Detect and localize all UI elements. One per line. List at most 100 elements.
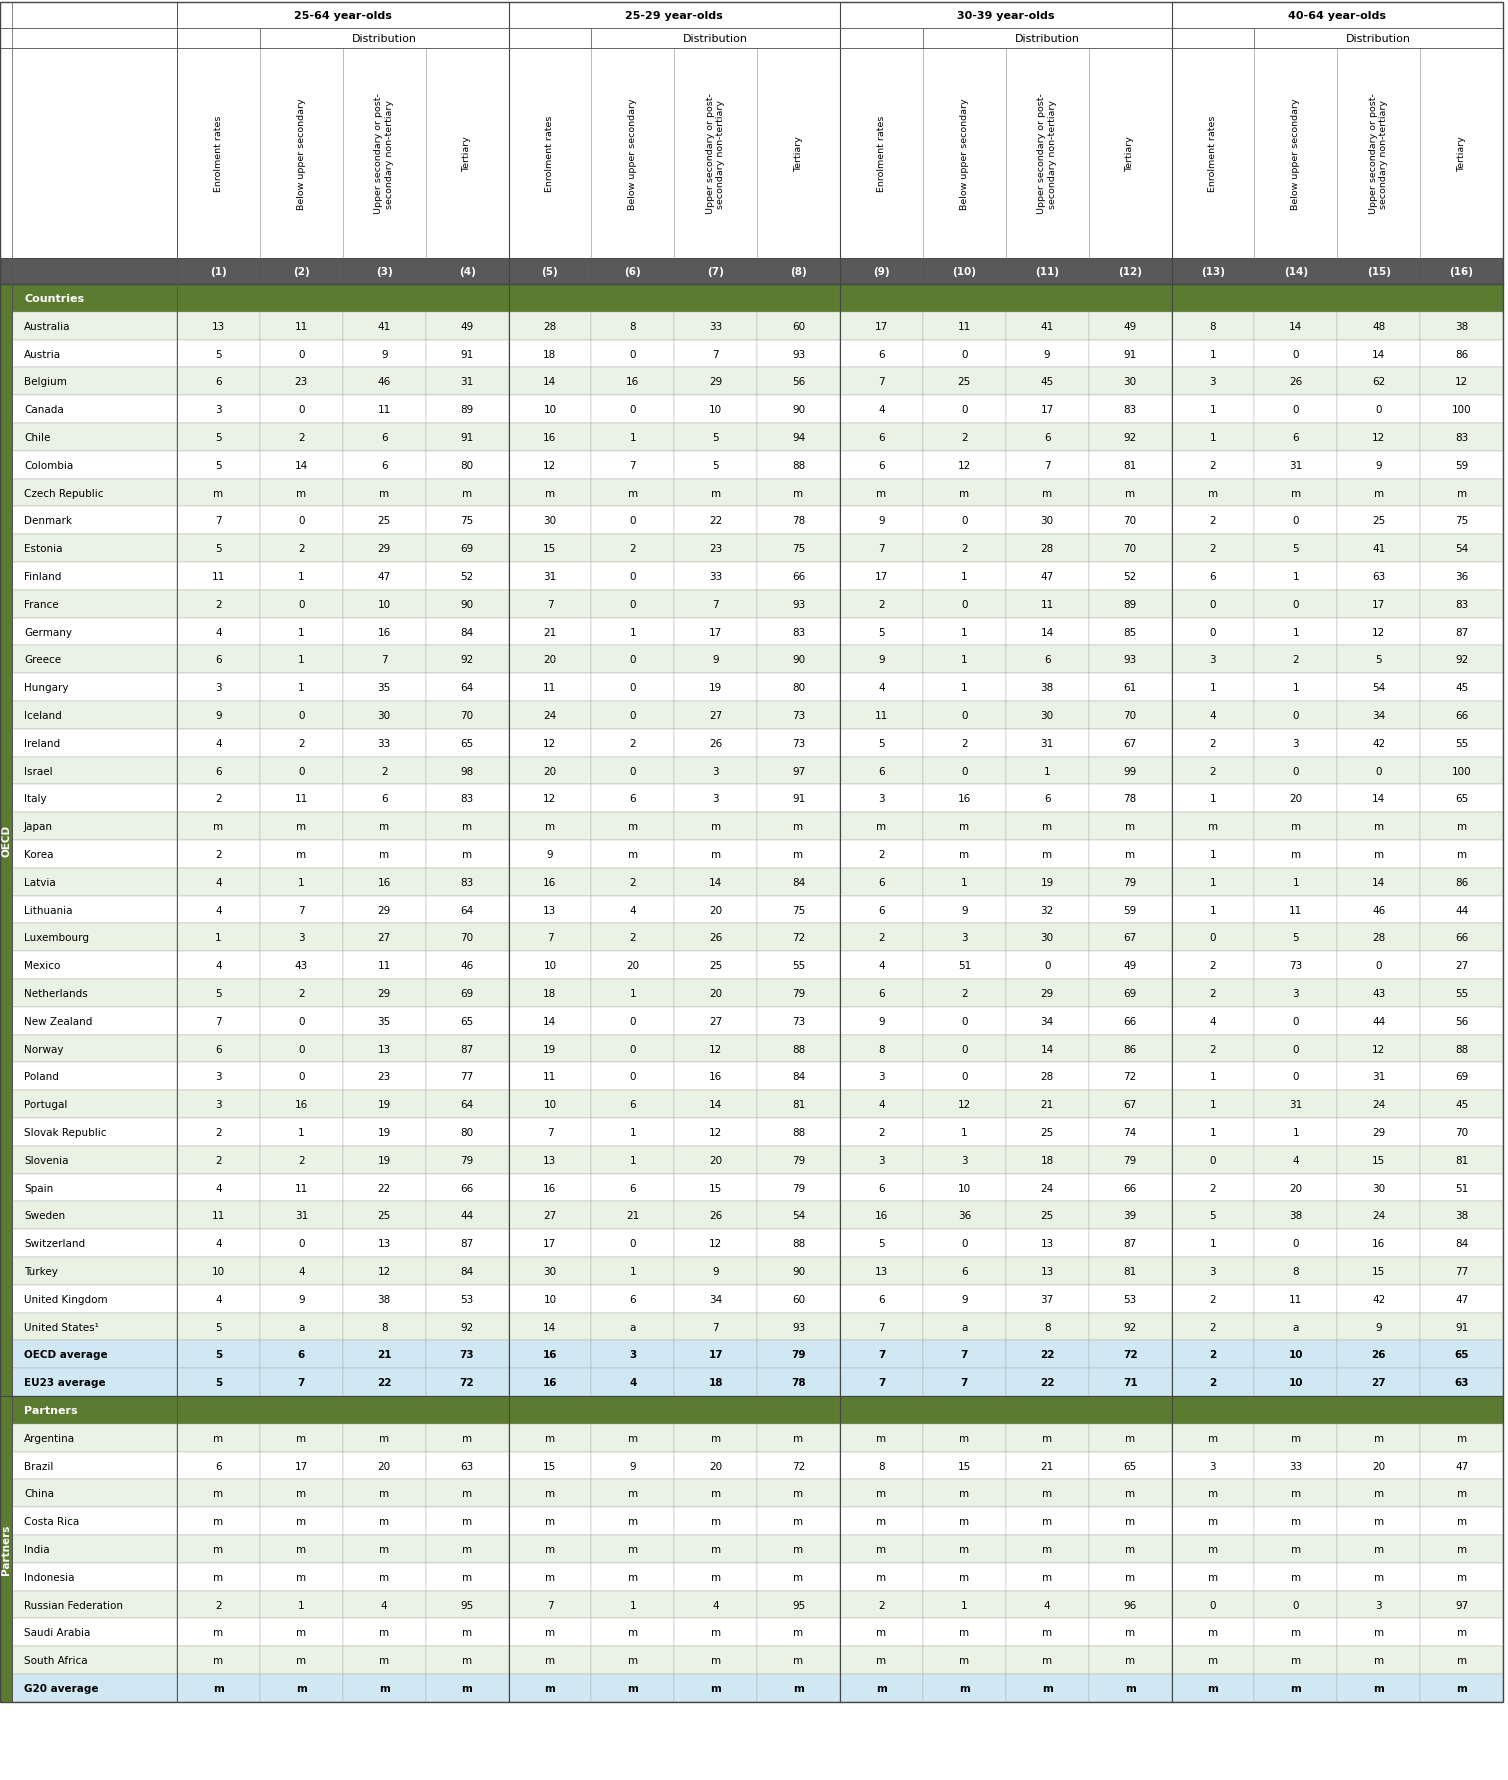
Text: 86: 86 — [1455, 878, 1469, 886]
Text: m: m — [710, 488, 721, 498]
Text: 6: 6 — [878, 1294, 885, 1305]
Bar — [674, 452, 757, 479]
Bar — [259, 1479, 342, 1508]
Bar — [259, 1534, 342, 1563]
Text: Distribution: Distribution — [1347, 34, 1411, 44]
Text: 4: 4 — [382, 1600, 388, 1609]
Bar — [342, 1646, 425, 1673]
Text: 10: 10 — [543, 1294, 556, 1305]
Text: Japan: Japan — [24, 822, 53, 831]
Text: 2: 2 — [1209, 961, 1217, 970]
Bar — [923, 813, 1006, 840]
Text: 2: 2 — [1209, 461, 1217, 470]
Text: m: m — [710, 1433, 721, 1444]
Bar — [259, 895, 342, 924]
Text: 38: 38 — [1041, 684, 1054, 692]
Bar — [0, 1340, 176, 1369]
Bar — [1006, 618, 1089, 646]
Text: 13: 13 — [543, 1155, 556, 1166]
Bar — [591, 1007, 674, 1034]
Bar — [176, 424, 259, 452]
Bar — [508, 895, 591, 924]
Text: 4: 4 — [712, 1600, 719, 1609]
Text: 79: 79 — [792, 988, 805, 999]
Text: 69: 69 — [1455, 1072, 1469, 1082]
Text: 17: 17 — [875, 571, 888, 582]
Text: m: m — [379, 1433, 389, 1444]
Bar — [757, 785, 840, 813]
Bar — [1006, 785, 1089, 813]
Text: 0: 0 — [1375, 404, 1381, 415]
Bar — [1172, 1646, 1255, 1673]
Bar — [840, 895, 923, 924]
Bar — [1006, 730, 1089, 756]
Text: 9: 9 — [546, 849, 553, 860]
Bar — [508, 1646, 591, 1673]
Text: 1: 1 — [299, 684, 305, 692]
Bar — [674, 395, 757, 424]
Bar — [342, 1285, 425, 1314]
Bar — [674, 1424, 757, 1452]
Bar — [1089, 1202, 1172, 1230]
Text: 66: 66 — [1455, 710, 1469, 721]
Text: m: m — [959, 849, 970, 860]
Bar — [1089, 1146, 1172, 1175]
Bar — [1421, 1508, 1503, 1534]
Bar — [1006, 675, 1089, 701]
Bar — [342, 1591, 425, 1618]
Bar — [1255, 562, 1338, 591]
Bar — [176, 452, 259, 479]
Bar — [840, 1230, 923, 1257]
Bar — [591, 952, 674, 979]
Bar — [591, 1534, 674, 1563]
Bar — [259, 1591, 342, 1618]
Bar — [342, 979, 425, 1007]
Text: 1: 1 — [629, 1155, 636, 1166]
Text: 6: 6 — [629, 794, 636, 805]
Bar — [176, 1673, 259, 1702]
Text: Slovak Republic: Slovak Republic — [24, 1127, 107, 1137]
Bar — [674, 895, 757, 924]
Text: 65: 65 — [1454, 1349, 1469, 1360]
Text: 0: 0 — [629, 349, 636, 360]
Text: 84: 84 — [792, 1072, 805, 1082]
Bar — [0, 479, 176, 507]
Text: 43: 43 — [1372, 988, 1386, 999]
Bar — [1421, 1257, 1503, 1285]
Bar — [508, 1285, 591, 1314]
Bar — [1338, 591, 1421, 618]
Bar — [923, 924, 1006, 952]
Bar — [757, 813, 840, 840]
Bar — [1172, 507, 1255, 536]
Text: 70: 70 — [1123, 516, 1137, 527]
Bar — [757, 895, 840, 924]
Text: m: m — [1291, 1488, 1301, 1499]
Bar — [342, 1063, 425, 1091]
Text: 7: 7 — [546, 600, 553, 609]
Text: 1: 1 — [629, 988, 636, 999]
Text: 6: 6 — [216, 765, 222, 776]
Text: 81: 81 — [1123, 1266, 1137, 1276]
Text: (10): (10) — [953, 267, 976, 278]
Text: 25-64 year-olds: 25-64 year-olds — [294, 11, 392, 21]
Text: 12: 12 — [1372, 1043, 1386, 1054]
Bar — [1172, 562, 1255, 591]
Bar — [1089, 1618, 1172, 1646]
Bar — [840, 1063, 923, 1091]
Bar — [923, 1063, 1006, 1091]
Bar — [1421, 1063, 1503, 1091]
Bar — [591, 618, 674, 646]
Text: 93: 93 — [792, 1323, 805, 1331]
Text: m: m — [959, 822, 970, 831]
Bar — [508, 1534, 591, 1563]
Bar — [757, 646, 840, 675]
Text: 1: 1 — [1209, 433, 1217, 443]
Bar — [1172, 1063, 1255, 1091]
Bar — [923, 785, 1006, 813]
Text: 64: 64 — [460, 684, 474, 692]
Bar — [1338, 646, 1421, 675]
Bar — [591, 1618, 674, 1646]
Bar — [1172, 869, 1255, 895]
Bar — [176, 395, 259, 424]
Bar — [674, 785, 757, 813]
